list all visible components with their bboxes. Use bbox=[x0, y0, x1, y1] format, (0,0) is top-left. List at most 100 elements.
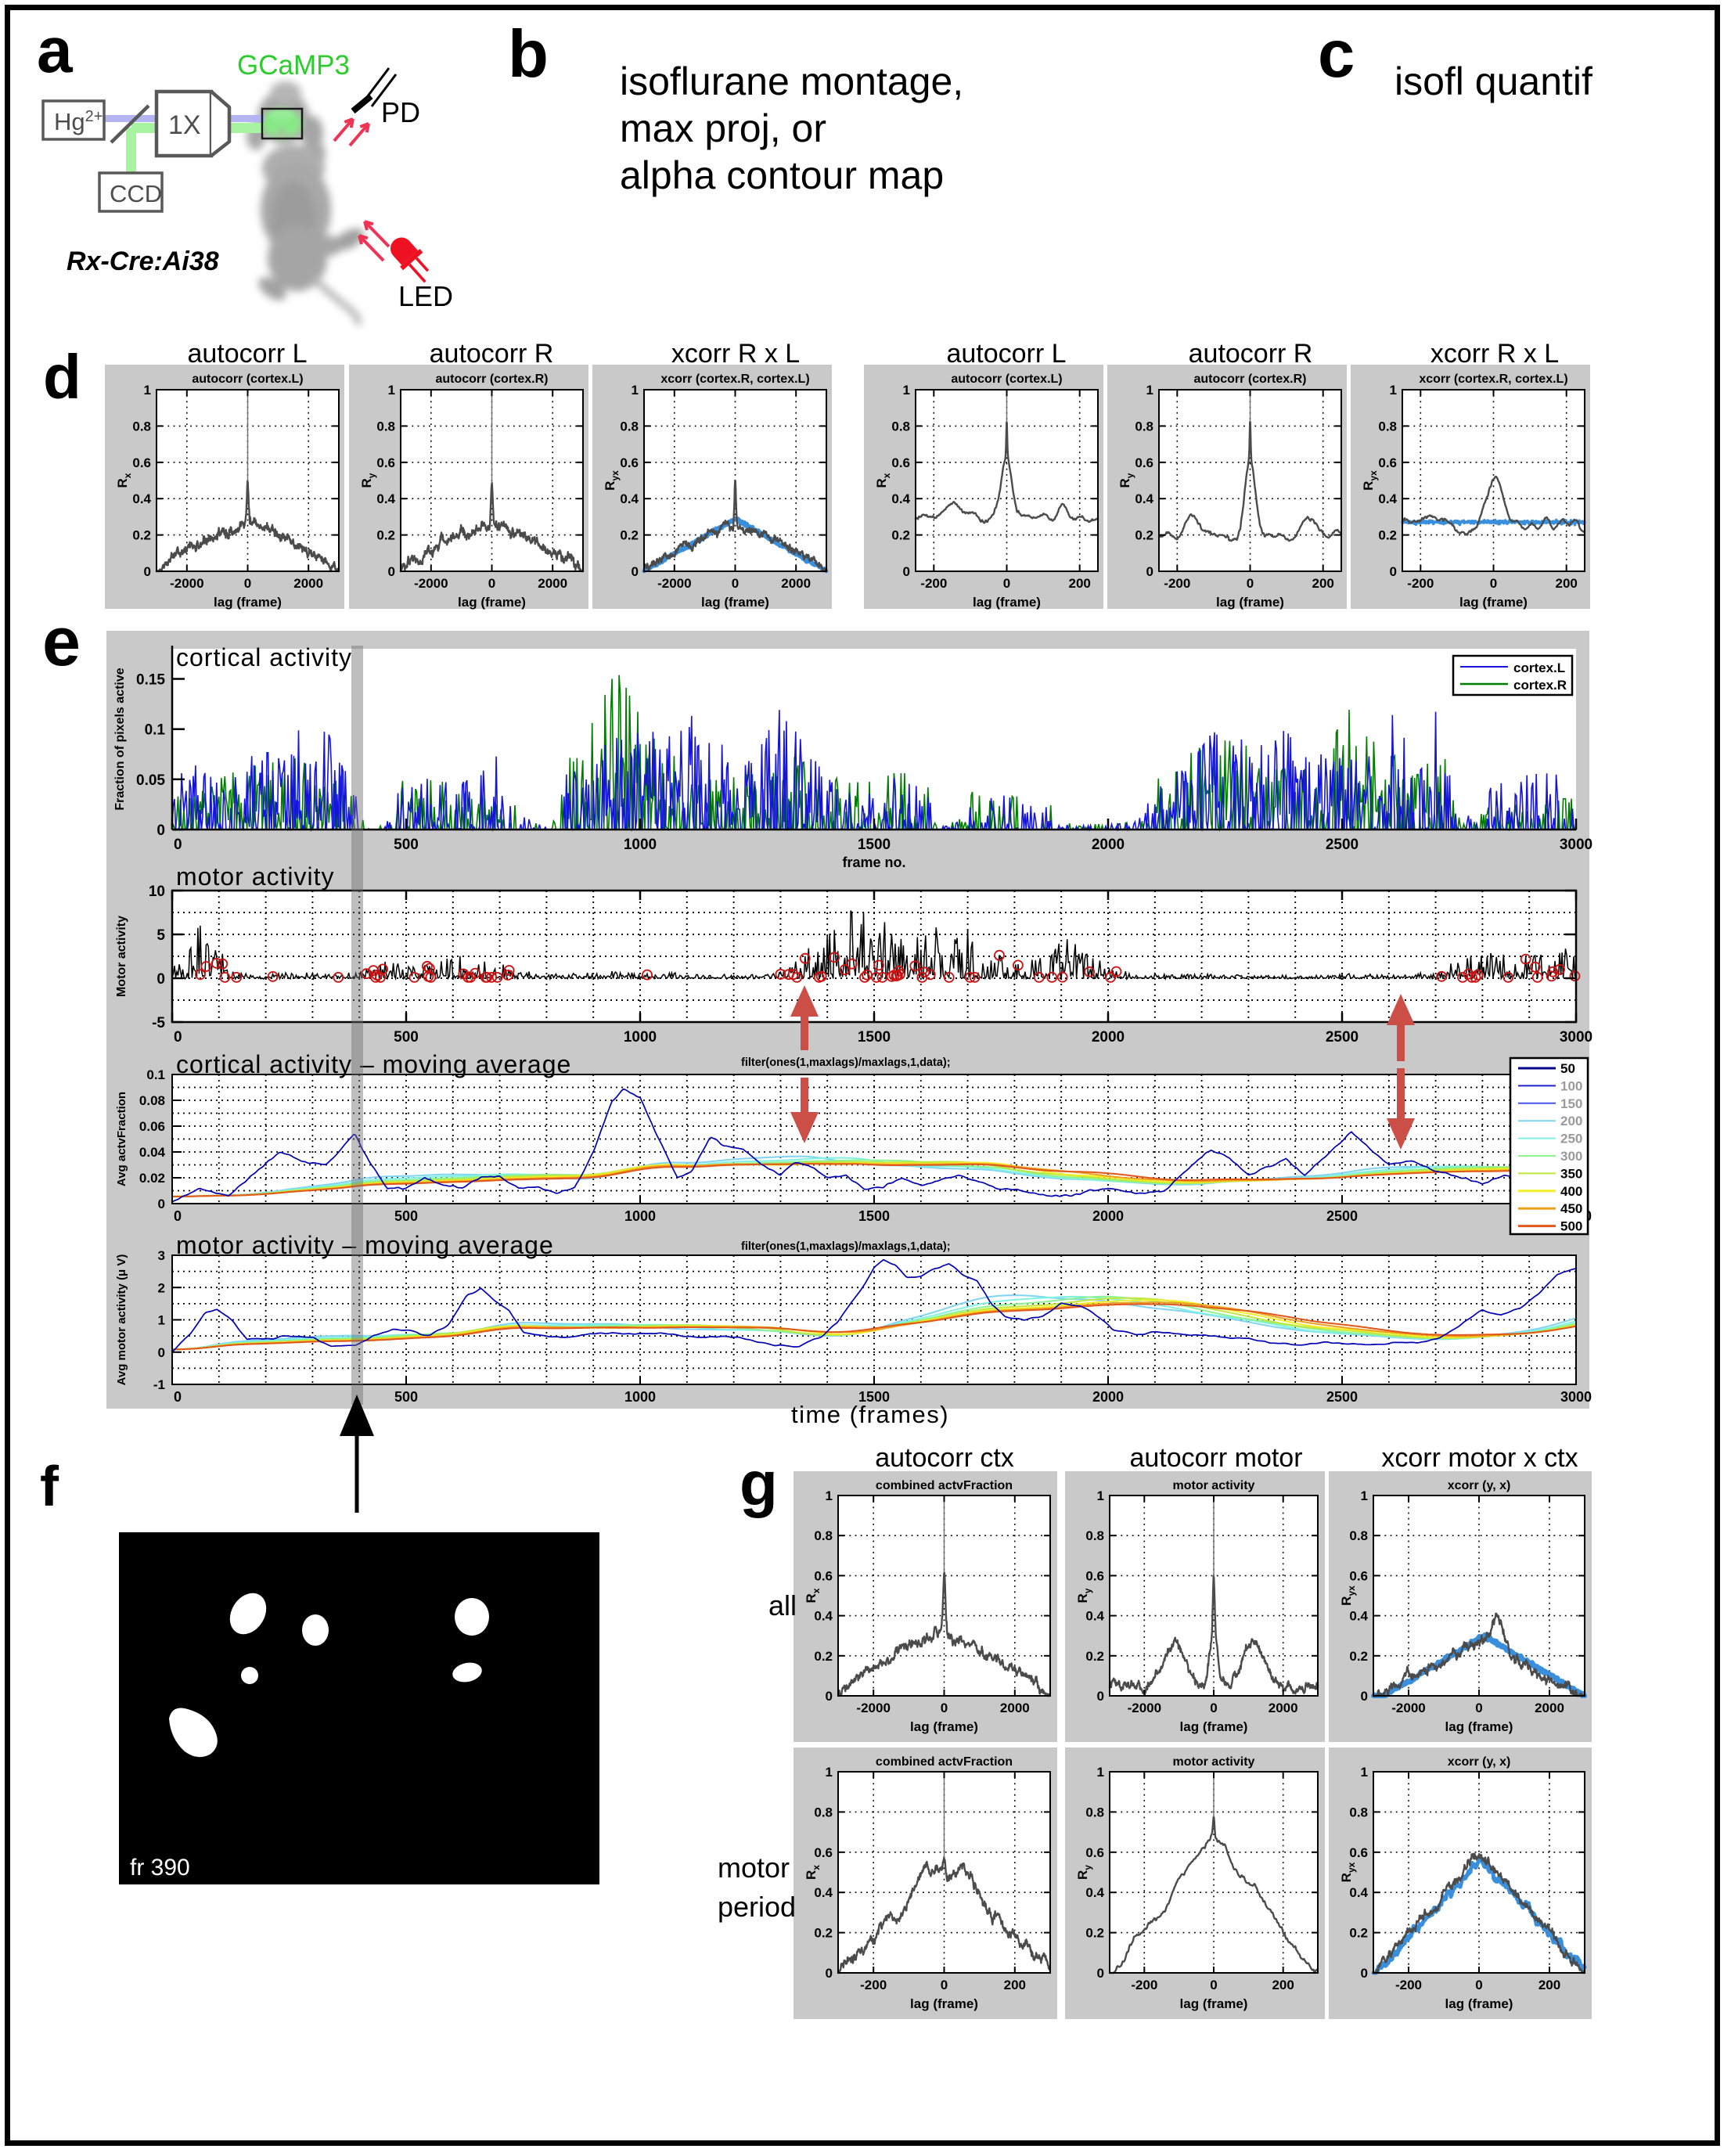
svg-text:3000: 3000 bbox=[1560, 837, 1592, 853]
svg-text:0.2: 0.2 bbox=[1349, 1649, 1368, 1664]
svg-text:0: 0 bbox=[174, 1029, 182, 1046]
svg-text:200: 200 bbox=[1560, 1114, 1582, 1128]
svg-text:0.2: 0.2 bbox=[1378, 528, 1397, 543]
svg-text:0: 0 bbox=[1210, 1701, 1217, 1715]
svg-text:-2000: -2000 bbox=[414, 576, 448, 591]
svg-text:200: 200 bbox=[1538, 1978, 1560, 1992]
svg-text:200: 200 bbox=[1312, 576, 1334, 591]
svg-text:time (frames): time (frames) bbox=[791, 1401, 949, 1428]
svg-text:cortex.R: cortex.R bbox=[1513, 678, 1567, 693]
svg-text:0: 0 bbox=[732, 576, 739, 591]
svg-text:filter(ones(1,maxlags)/maxlags: filter(ones(1,maxlags)/maxlags,1,data); bbox=[741, 1056, 951, 1069]
svg-text:autocorr L: autocorr L bbox=[946, 339, 1066, 369]
svg-text:2000: 2000 bbox=[1000, 1701, 1030, 1715]
svg-text:1: 1 bbox=[1361, 1488, 1368, 1503]
svg-text:0.05: 0.05 bbox=[136, 772, 165, 789]
svg-text:100: 100 bbox=[1560, 1078, 1582, 1093]
svg-text:xcorr (cortex.R, cortex.L): xcorr (cortex.R, cortex.L) bbox=[1419, 373, 1567, 386]
svg-text:0: 0 bbox=[1146, 564, 1153, 579]
svg-text:motor activity: motor activity bbox=[1173, 1755, 1255, 1769]
svg-text:2000: 2000 bbox=[1092, 837, 1125, 853]
svg-text:250: 250 bbox=[1560, 1132, 1582, 1146]
svg-text:0.4: 0.4 bbox=[376, 491, 395, 506]
svg-text:0: 0 bbox=[157, 971, 165, 988]
svg-text:-200: -200 bbox=[1164, 576, 1190, 591]
svg-text:0.6: 0.6 bbox=[1085, 1845, 1104, 1860]
svg-text:0.2: 0.2 bbox=[1349, 1926, 1368, 1941]
svg-text:GCaMP3: GCaMP3 bbox=[237, 50, 350, 81]
svg-text:0.1: 0.1 bbox=[145, 722, 166, 739]
svg-text:xcorr motor x ctx: xcorr motor x ctx bbox=[1381, 1443, 1578, 1473]
svg-text:0: 0 bbox=[158, 1197, 165, 1211]
svg-text:0.4: 0.4 bbox=[891, 491, 910, 506]
svg-text:0.6: 0.6 bbox=[132, 455, 151, 470]
svg-text:cortical activity – moving ave: cortical activity – moving average bbox=[176, 1050, 571, 1078]
svg-text:0: 0 bbox=[1097, 1966, 1104, 1981]
svg-text:3: 3 bbox=[158, 1248, 165, 1263]
svg-text:CCD: CCD bbox=[110, 180, 162, 207]
svg-text:xcorr (y, x): xcorr (y, x) bbox=[1448, 1479, 1511, 1492]
svg-text:-2000: -2000 bbox=[657, 576, 691, 591]
svg-text:0.2: 0.2 bbox=[1135, 528, 1153, 543]
svg-text:0.6: 0.6 bbox=[376, 455, 395, 470]
svg-text:0: 0 bbox=[1247, 576, 1254, 591]
svg-text:2500: 2500 bbox=[1326, 837, 1359, 853]
svg-text:1: 1 bbox=[158, 1313, 165, 1328]
svg-text:cortex.L: cortex.L bbox=[1513, 660, 1565, 675]
svg-text:f: f bbox=[40, 1456, 59, 1518]
svg-text:450: 450 bbox=[1560, 1201, 1582, 1216]
svg-text:2000: 2000 bbox=[1092, 1208, 1124, 1224]
svg-text:Rx-Cre:Ai38: Rx-Cre:Ai38 bbox=[67, 247, 219, 276]
svg-text:all: all bbox=[768, 1589, 797, 1621]
svg-text:0.2: 0.2 bbox=[814, 1926, 833, 1941]
svg-text:0.4: 0.4 bbox=[814, 1609, 833, 1624]
svg-text:1: 1 bbox=[1097, 1488, 1104, 1503]
svg-text:Fraction of pixels active: Fraction of pixels active bbox=[113, 668, 127, 810]
svg-text:0.4: 0.4 bbox=[1085, 1885, 1104, 1900]
svg-text:1: 1 bbox=[903, 383, 910, 398]
svg-text:xcorr R x L: xcorr R x L bbox=[1431, 339, 1559, 369]
svg-text:2500: 2500 bbox=[1326, 1389, 1358, 1405]
svg-text:0.8: 0.8 bbox=[1349, 1528, 1368, 1543]
svg-text:3000: 3000 bbox=[1560, 1029, 1592, 1046]
svg-text:fr 390: fr 390 bbox=[130, 1855, 190, 1881]
svg-text:0: 0 bbox=[157, 822, 165, 839]
svg-text:0.8: 0.8 bbox=[376, 419, 395, 434]
svg-text:0.8: 0.8 bbox=[1349, 1805, 1368, 1819]
svg-text:2000: 2000 bbox=[1535, 1701, 1564, 1715]
svg-text:0.6: 0.6 bbox=[814, 1845, 833, 1860]
svg-text:-200: -200 bbox=[1131, 1978, 1157, 1992]
svg-text:0.2: 0.2 bbox=[1085, 1926, 1104, 1941]
svg-text:Motor activity: Motor activity bbox=[115, 916, 128, 997]
svg-text:frame no.: frame no. bbox=[842, 855, 905, 870]
svg-text:period: period bbox=[718, 1891, 796, 1923]
svg-text:combined actvFraction: combined actvFraction bbox=[876, 1479, 1013, 1492]
svg-text:LED: LED bbox=[398, 280, 453, 312]
svg-text:lag (frame): lag (frame) bbox=[910, 1996, 978, 2011]
svg-text:-200: -200 bbox=[1407, 576, 1434, 591]
svg-text:autocorr (cortex.R): autocorr (cortex.R) bbox=[1193, 373, 1306, 386]
svg-text:2000: 2000 bbox=[1269, 1701, 1298, 1715]
svg-text:0.8: 0.8 bbox=[814, 1528, 833, 1543]
svg-text:0.2: 0.2 bbox=[132, 528, 151, 543]
svg-text:filter(ones(1,maxlags)/maxlags: filter(ones(1,maxlags)/maxlags,1,data); bbox=[741, 1240, 951, 1253]
svg-text:0.6: 0.6 bbox=[891, 455, 910, 470]
svg-text:-5: -5 bbox=[152, 1015, 165, 1031]
svg-text:0.6: 0.6 bbox=[1085, 1568, 1104, 1583]
svg-text:lag (frame): lag (frame) bbox=[1445, 1996, 1513, 2011]
svg-text:0: 0 bbox=[1210, 1978, 1217, 1992]
svg-text:autocorr motor: autocorr motor bbox=[1129, 1443, 1302, 1473]
svg-text:0.1: 0.1 bbox=[146, 1067, 165, 1082]
svg-text:lag (frame): lag (frame) bbox=[1180, 1996, 1248, 2011]
svg-text:g: g bbox=[740, 1449, 778, 1518]
svg-text:0.6: 0.6 bbox=[1349, 1845, 1368, 1860]
svg-text:combined actvFraction: combined actvFraction bbox=[876, 1755, 1013, 1769]
svg-text:autocorr (cortex.L): autocorr (cortex.L) bbox=[951, 373, 1062, 386]
svg-text:200: 200 bbox=[1004, 1978, 1026, 1992]
svg-text:0.2: 0.2 bbox=[376, 528, 395, 543]
svg-text:1: 1 bbox=[1097, 1765, 1104, 1780]
svg-text:0.08: 0.08 bbox=[139, 1093, 165, 1108]
svg-text:500: 500 bbox=[394, 1208, 418, 1224]
svg-text:c: c bbox=[1318, 17, 1355, 92]
svg-text:1500: 1500 bbox=[858, 1389, 890, 1405]
